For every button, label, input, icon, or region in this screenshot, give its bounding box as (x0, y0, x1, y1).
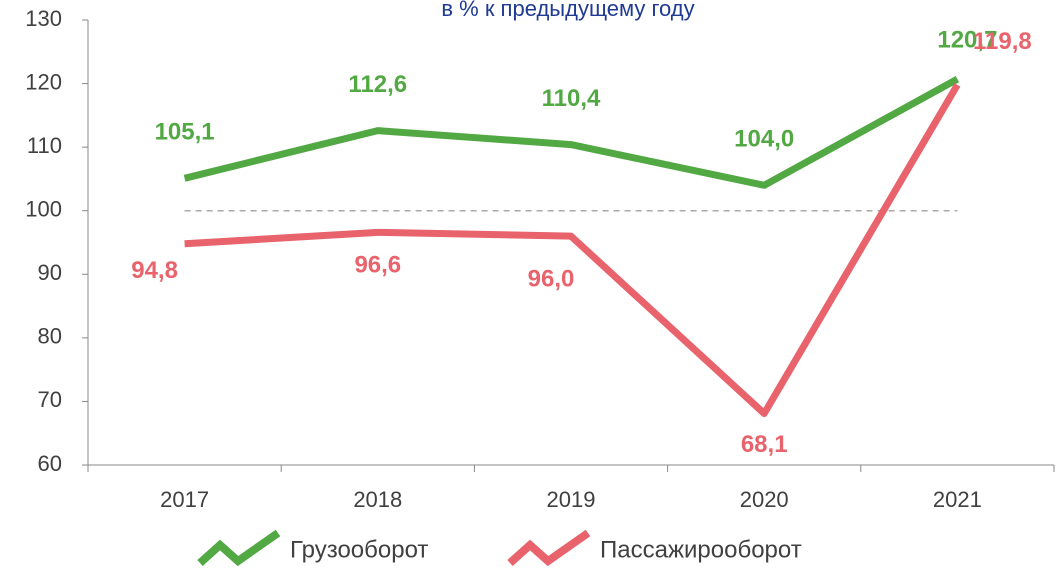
legend-swatch (507, 529, 591, 567)
value-label: 104,0 (734, 126, 794, 153)
series-line (184, 83, 961, 418)
y-tick-label: 90 (38, 260, 62, 285)
legend-swatch (197, 529, 281, 567)
value-label: 120,7 (937, 26, 997, 53)
value-label: 119,8 (973, 28, 1032, 55)
value-label: 94,8 (131, 257, 178, 284)
y-tick-label: 130 (25, 6, 62, 31)
legend-label: Грузооборот (290, 536, 428, 563)
value-label: 105,1 (155, 119, 215, 146)
y-tick-label: 100 (25, 197, 62, 222)
y-tick-label: 120 (25, 69, 62, 94)
series-line (183, 76, 960, 189)
value-label: 96,6 (354, 252, 401, 279)
x-tick-label: 2019 (547, 487, 596, 512)
y-tick-label: 80 (38, 324, 62, 349)
y-tick-label: 110 (27, 133, 62, 158)
legend-label: Пассажирооборот (600, 536, 802, 563)
y-tick-label: 70 (38, 387, 62, 412)
y-tick-label: 60 (38, 451, 62, 476)
x-tick-label: 2017 (160, 487, 209, 512)
value-label: 68,1 (741, 431, 788, 458)
value-label: 96,0 (528, 265, 575, 292)
x-tick-label: 2020 (740, 487, 789, 512)
value-label: 112,6 (348, 71, 407, 98)
x-tick-label: 2021 (933, 487, 982, 512)
chart-subtitle: в % к предыдущему году (441, 0, 694, 21)
x-tick-label: 2018 (353, 487, 402, 512)
value-label: 110,4 (542, 85, 601, 112)
